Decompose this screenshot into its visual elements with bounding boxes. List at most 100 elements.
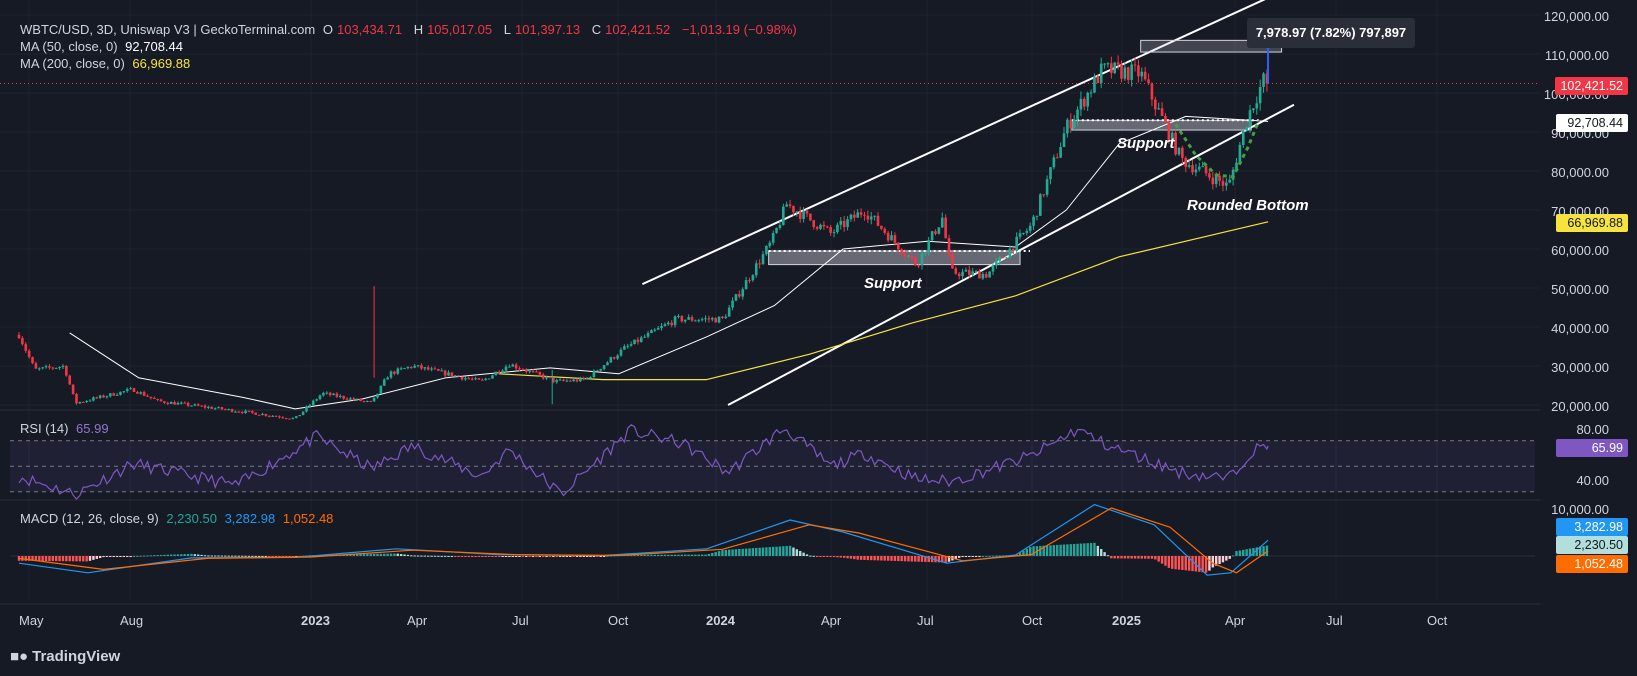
macd-histogram-bar bbox=[180, 554, 183, 556]
macd-histogram-bar bbox=[1096, 545, 1100, 556]
macd-histogram-bar bbox=[795, 549, 799, 556]
candle-body bbox=[825, 226, 829, 228]
macd-histogram-bar bbox=[518, 556, 521, 557]
macd-histogram-bar bbox=[656, 554, 660, 556]
candle-body bbox=[991, 265, 995, 272]
candle-body bbox=[1099, 63, 1103, 83]
candle-body bbox=[518, 368, 521, 370]
candle-body bbox=[1069, 119, 1073, 129]
macd-histogram-bar bbox=[538, 556, 542, 557]
candle-body bbox=[352, 398, 356, 400]
macd-histogram-bar bbox=[687, 554, 690, 556]
macd-histogram-bar bbox=[95, 556, 98, 559]
macd-histogram-bar bbox=[832, 556, 836, 558]
macd-histogram-bar bbox=[200, 554, 203, 556]
rsi-legend[interactable]: RSI (14) 65.99 bbox=[20, 421, 113, 436]
macd-histogram-bar bbox=[406, 554, 410, 556]
candle-body bbox=[156, 398, 159, 400]
macd-histogram-bar bbox=[531, 556, 535, 557]
candle-body bbox=[886, 232, 890, 241]
macd-histogram-bar bbox=[883, 556, 886, 561]
macd-histogram-bar bbox=[1262, 546, 1265, 556]
macd-histogram-bar bbox=[55, 556, 58, 562]
candle-body bbox=[795, 211, 799, 213]
macd-histogram-bar bbox=[501, 556, 504, 557]
candle-body bbox=[1025, 230, 1029, 234]
macd-histogram-bar bbox=[498, 556, 501, 557]
candle-body bbox=[257, 414, 261, 416]
candle-body bbox=[538, 372, 542, 375]
candle-body bbox=[694, 320, 697, 322]
macd-histogram-bar bbox=[34, 556, 38, 561]
macd-histogram-bar bbox=[1228, 556, 1231, 559]
macd-histogram-bar bbox=[1177, 556, 1181, 570]
macd-histogram-bar bbox=[765, 547, 768, 556]
open-value: O 103,434.71 bbox=[322, 22, 403, 37]
candle-body bbox=[541, 374, 545, 379]
macd-histogram-bar bbox=[352, 554, 356, 556]
candle-body bbox=[1011, 248, 1015, 251]
candle-body bbox=[1184, 157, 1188, 167]
macd-histogram-bar bbox=[207, 555, 210, 557]
candle-body bbox=[453, 375, 457, 377]
candle-body bbox=[1079, 98, 1083, 110]
macd-legend[interactable]: MACD (12, 26, close, 9) 2,230.50 3,282.9… bbox=[20, 511, 337, 526]
y-tick: 20,000.00 bbox=[1551, 399, 1609, 414]
candle-body bbox=[1089, 92, 1093, 94]
candle-body bbox=[51, 367, 55, 369]
macd-histogram-bar bbox=[176, 554, 180, 556]
macd-histogram-bar bbox=[1174, 556, 1177, 570]
macd-histogram-bar bbox=[947, 556, 951, 562]
macd-histogram-bar bbox=[514, 556, 518, 557]
candle-body bbox=[650, 330, 653, 334]
candle-body bbox=[322, 392, 325, 396]
macd-histogram-bar bbox=[437, 555, 440, 557]
macd-histogram-bar bbox=[278, 556, 281, 557]
candle-body bbox=[710, 318, 714, 320]
candle-body bbox=[413, 365, 416, 368]
candle-body bbox=[1157, 108, 1161, 110]
candle-body bbox=[619, 349, 623, 356]
x-tick: May bbox=[19, 613, 44, 628]
tradingview-logo[interactable]: ■● TradingView bbox=[10, 648, 120, 665]
candle-body bbox=[34, 363, 38, 369]
macd-histogram-bar bbox=[778, 546, 782, 556]
macd-histogram-bar bbox=[1157, 556, 1160, 562]
macd-histogram-bar bbox=[1028, 547, 1032, 556]
candle-body bbox=[951, 254, 954, 269]
macd-histogram-bar bbox=[1242, 549, 1245, 556]
macd-histogram-bar bbox=[873, 556, 876, 561]
macd-histogram-bar bbox=[1181, 556, 1184, 570]
ma200-legend[interactable]: MA (200, close, 0) 66,969.88 bbox=[20, 56, 194, 71]
macd-histogram-bar bbox=[934, 556, 937, 563]
candle-body bbox=[771, 233, 775, 243]
candle-body bbox=[1120, 64, 1123, 79]
macd-histogram-bar bbox=[545, 556, 548, 557]
macd-signal-badge: 1,052.48 bbox=[1556, 555, 1628, 573]
ma50-label: MA (50, close, 0) bbox=[20, 39, 118, 54]
candle-body bbox=[267, 415, 271, 417]
candle-body bbox=[78, 401, 82, 404]
macd-histogram-bar bbox=[295, 556, 298, 557]
candle-body bbox=[995, 260, 998, 266]
candle-body bbox=[913, 257, 917, 266]
candle-body bbox=[271, 415, 274, 417]
candle-body bbox=[842, 220, 846, 228]
macd-histogram-bar bbox=[447, 555, 450, 557]
macd-histogram-bar bbox=[481, 556, 484, 557]
macd-histogram-bar bbox=[738, 549, 741, 556]
macd-histogram-bar bbox=[589, 556, 592, 557]
macd-histogram-bar bbox=[782, 546, 785, 556]
ma50-legend[interactable]: MA (50, close, 0) 92,708.44 bbox=[20, 39, 187, 54]
candle-body bbox=[244, 410, 247, 413]
candle-body bbox=[673, 316, 677, 326]
macd-histogram-bar bbox=[971, 556, 974, 557]
macd-histogram-bar bbox=[98, 556, 102, 559]
candle-body bbox=[494, 371, 498, 376]
macd-signal-value: 1,052.48 bbox=[282, 511, 334, 526]
candle-body bbox=[937, 227, 941, 234]
candle-body bbox=[1140, 71, 1144, 77]
candle-body bbox=[639, 337, 643, 343]
candle-body bbox=[731, 300, 734, 308]
